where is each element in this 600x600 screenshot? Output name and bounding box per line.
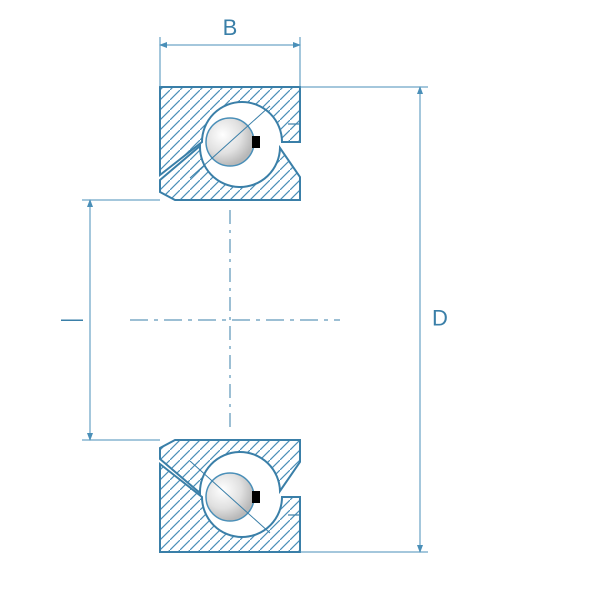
dim-D-label: D <box>432 306 448 331</box>
bearing-cross-section: B D — <box>0 0 600 600</box>
dim-B-label: B <box>223 15 238 40</box>
dim-d-label: — <box>61 306 83 331</box>
